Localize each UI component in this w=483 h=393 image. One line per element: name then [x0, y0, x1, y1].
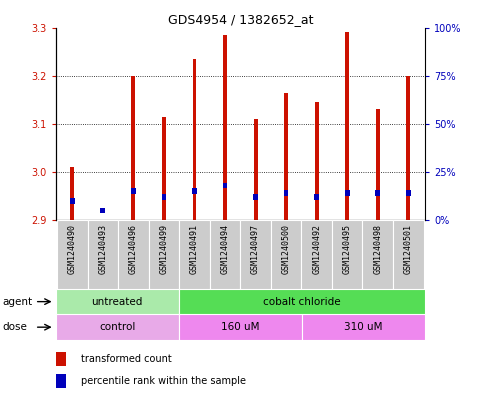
Text: control: control: [99, 322, 135, 332]
Text: cobalt chloride: cobalt chloride: [263, 297, 341, 307]
Bar: [223, 35, 227, 220]
Bar: [87, 220, 118, 289]
Text: dose: dose: [2, 322, 28, 332]
Text: GSM1240499: GSM1240499: [159, 224, 169, 274]
Bar: [376, 109, 380, 220]
Bar: [71, 167, 74, 220]
Text: GSM1240498: GSM1240498: [373, 224, 382, 274]
Text: GSM1240494: GSM1240494: [221, 224, 229, 274]
Bar: [56, 374, 66, 387]
Bar: [406, 190, 411, 196]
Bar: [332, 220, 362, 289]
Bar: [192, 188, 197, 194]
Bar: [70, 198, 75, 204]
Bar: [314, 102, 319, 220]
Bar: [375, 190, 380, 196]
Text: agent: agent: [2, 297, 32, 307]
Bar: [100, 208, 105, 213]
Text: GSM1240495: GSM1240495: [342, 224, 352, 274]
Bar: [271, 220, 301, 289]
Text: transformed count: transformed count: [82, 354, 172, 364]
Bar: [57, 220, 87, 289]
Text: GSM1240490: GSM1240490: [68, 224, 77, 274]
Bar: [302, 314, 425, 340]
Bar: [301, 220, 332, 289]
Text: 160 uM: 160 uM: [221, 322, 259, 332]
Bar: [362, 220, 393, 289]
Text: percentile rank within the sample: percentile rank within the sample: [82, 376, 246, 386]
Bar: [284, 190, 288, 196]
Text: GSM1240501: GSM1240501: [404, 224, 413, 274]
Title: GDS4954 / 1382652_at: GDS4954 / 1382652_at: [168, 13, 313, 26]
Bar: [406, 75, 410, 220]
Text: GSM1240500: GSM1240500: [282, 224, 291, 274]
Text: GSM1240493: GSM1240493: [99, 224, 107, 274]
Bar: [284, 92, 288, 220]
Bar: [56, 352, 66, 366]
Bar: [314, 194, 319, 200]
Bar: [179, 220, 210, 289]
Bar: [179, 314, 302, 340]
Bar: [118, 220, 149, 289]
Bar: [131, 75, 135, 220]
Bar: [193, 59, 197, 220]
Bar: [131, 188, 136, 194]
Text: GSM1240491: GSM1240491: [190, 224, 199, 274]
Bar: [162, 194, 166, 200]
Bar: [345, 32, 349, 220]
Bar: [241, 220, 271, 289]
Bar: [393, 220, 424, 289]
Bar: [254, 119, 257, 220]
Bar: [223, 182, 227, 188]
Text: 310 uM: 310 uM: [344, 322, 383, 332]
Bar: [56, 314, 179, 340]
Bar: [149, 220, 179, 289]
Text: GSM1240497: GSM1240497: [251, 224, 260, 274]
Bar: [162, 117, 166, 220]
Text: GSM1240492: GSM1240492: [312, 224, 321, 274]
Bar: [56, 289, 179, 314]
Text: GSM1240496: GSM1240496: [129, 224, 138, 274]
Bar: [253, 194, 258, 200]
Text: untreated: untreated: [91, 297, 143, 307]
Bar: [179, 289, 425, 314]
Bar: [210, 220, 241, 289]
Bar: [345, 190, 350, 196]
